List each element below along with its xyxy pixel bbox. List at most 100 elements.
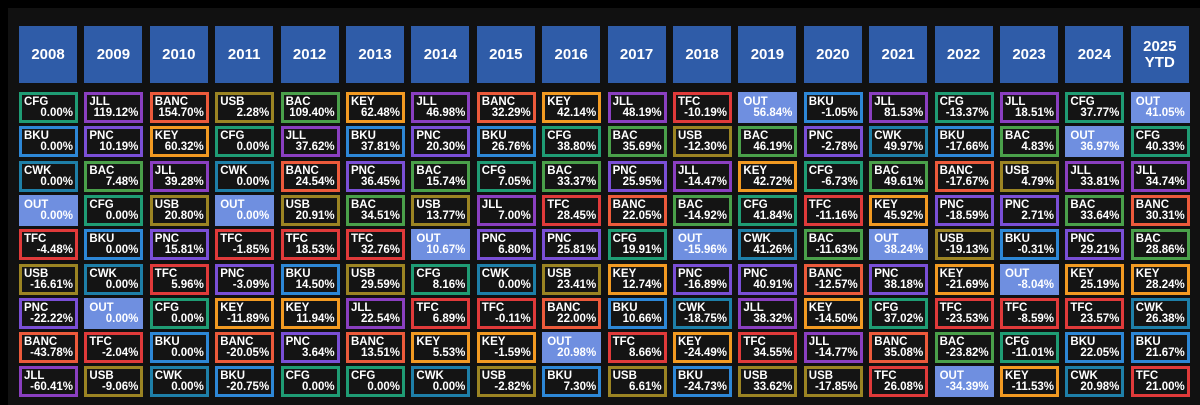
- ticker-label: PNC: [154, 233, 180, 246]
- return-value: 23.57%: [1080, 312, 1120, 325]
- return-cell: CFG 7.05%: [476, 160, 536, 192]
- ticker-label: CWK: [743, 233, 771, 246]
- return-value: -0.31%: [1017, 244, 1054, 257]
- return-value: 0.00%: [40, 209, 73, 222]
- return-cell: JLL 119.12%: [84, 92, 144, 123]
- return-value: 40.91%: [753, 278, 793, 291]
- ticker-label: CWK: [154, 370, 183, 383]
- return-cell: OUT 0.00%: [215, 194, 275, 226]
- ticker-label: BKU: [285, 267, 311, 280]
- ticker-label: PNC: [220, 267, 245, 280]
- return-value: -17.85%: [814, 381, 858, 394]
- ticker-label: USB: [678, 130, 703, 143]
- return-cell: PNC 25.95%: [607, 160, 667, 192]
- return-cell: USB 23.41%: [542, 263, 602, 295]
- return-value: 56.84%: [753, 107, 793, 119]
- return-cell: TFC -4.48%: [19, 229, 78, 261]
- return-cell: KEY 45.92%: [869, 194, 929, 226]
- ticker-label: BAC: [285, 96, 311, 108]
- return-value: 49.61%: [884, 175, 924, 188]
- return-cell: BAC 7.48%: [84, 160, 144, 192]
- ticker-label: KEY: [678, 336, 702, 349]
- return-value: -2.78%: [821, 141, 858, 154]
- return-value: 0.00%: [236, 209, 270, 222]
- ticker-label: JLL: [351, 301, 372, 314]
- return-cell: TFC -10.19%: [673, 92, 732, 123]
- return-value: 119.12%: [93, 107, 139, 119]
- return-value: 22.00%: [557, 312, 597, 325]
- return-value: 20.80%: [164, 209, 204, 222]
- return-value: 20.98%: [557, 347, 597, 360]
- ticker-label: USB: [939, 233, 964, 246]
- return-value: -11.63%: [815, 244, 858, 257]
- year-header: 2024: [1065, 26, 1124, 83]
- return-cell: KEY -11.89%: [215, 297, 275, 329]
- ticker-label: BANC: [285, 164, 319, 177]
- return-value: 4.79%: [1021, 175, 1054, 188]
- ticker-label: KEY: [351, 96, 375, 108]
- return-value: 32.76%: [360, 244, 400, 257]
- return-value: 3.64%: [301, 347, 335, 360]
- ticker-label: PNC: [1070, 233, 1095, 246]
- ticker-label: BANC: [874, 336, 908, 349]
- return-value: -14.47%: [684, 175, 727, 188]
- return-cell: BKU -1.05%: [803, 92, 863, 123]
- return-value: -11.01%: [1011, 347, 1054, 360]
- return-cell: CFG 19.91%: [607, 229, 667, 261]
- ticker-label: KEY: [808, 301, 833, 314]
- return-cell: KEY -21.69%: [934, 263, 994, 295]
- return-value: 36.45%: [360, 175, 400, 188]
- ticker-label: JLL: [874, 96, 895, 108]
- return-value: -12.30%: [684, 141, 727, 154]
- return-cell: CFG 40.33%: [1130, 126, 1190, 158]
- return-cell: PNC -22.22%: [19, 297, 78, 329]
- ticker-label: CFG: [1005, 336, 1030, 349]
- return-value: 37.81%: [360, 141, 400, 154]
- return-value: 81.53%: [884, 107, 924, 119]
- ticker-label: KEY: [220, 301, 244, 314]
- return-cell: BKU -20.75%: [215, 366, 275, 398]
- ticker-label: OUT: [89, 301, 114, 314]
- year-header: 2015: [476, 26, 535, 83]
- ticker-label: OUT: [24, 198, 49, 211]
- ticker-label: USB: [743, 370, 768, 383]
- ticker-label: JLL: [743, 301, 764, 314]
- return-cell: BANC 13.51%: [346, 332, 405, 364]
- return-cell: BKU -24.73%: [673, 366, 732, 398]
- ticker-label: CWK: [220, 164, 248, 177]
- return-cell: BAC 34.51%: [346, 194, 405, 226]
- ticker-label: JLL: [89, 96, 110, 108]
- return-cell: USB 6.61%: [607, 366, 667, 398]
- return-cell: CFG 37.77%: [1065, 92, 1125, 123]
- return-value: 28.24%: [1145, 278, 1185, 291]
- ticker-label: KEY: [416, 336, 441, 349]
- return-value: -1.59%: [494, 347, 531, 360]
- return-value: 25.95%: [622, 175, 662, 188]
- return-cell: TFC 6.89%: [411, 297, 471, 329]
- ticker-label: CFG: [481, 164, 507, 177]
- ticker-label: USB: [612, 370, 637, 383]
- return-cell: TFC 23.57%: [1065, 297, 1125, 329]
- ticker-label: TFC: [24, 233, 47, 246]
- return-value: 33.37%: [557, 175, 597, 188]
- return-cell: PNC -18.59%: [934, 194, 994, 226]
- ticker-label: USB: [416, 198, 441, 211]
- return-cell: BAC 33.64%: [1065, 194, 1125, 226]
- return-value: -11.53%: [1011, 381, 1054, 394]
- return-cell: TFC 32.76%: [346, 229, 405, 261]
- ticker-label: PNC: [743, 267, 768, 280]
- ticker-label: CWK: [1135, 301, 1164, 314]
- return-value: 18.53%: [295, 244, 335, 257]
- ticker-label: TFC: [678, 96, 701, 108]
- return-value: -15.96%: [684, 244, 727, 257]
- ticker-label: CWK: [416, 370, 444, 383]
- ticker-label: TFC: [743, 336, 766, 349]
- ticker-label: TFC: [416, 301, 439, 314]
- ticker-label: BAC: [416, 164, 442, 177]
- return-cell: BANC -17.67%: [934, 160, 994, 192]
- ticker-label: CFG: [1135, 130, 1161, 143]
- ticker-label: CFG: [808, 164, 834, 177]
- return-value: -14.92%: [684, 209, 727, 222]
- ticker-label: BAC: [612, 130, 638, 143]
- return-cell: PNC 29.21%: [1065, 229, 1125, 261]
